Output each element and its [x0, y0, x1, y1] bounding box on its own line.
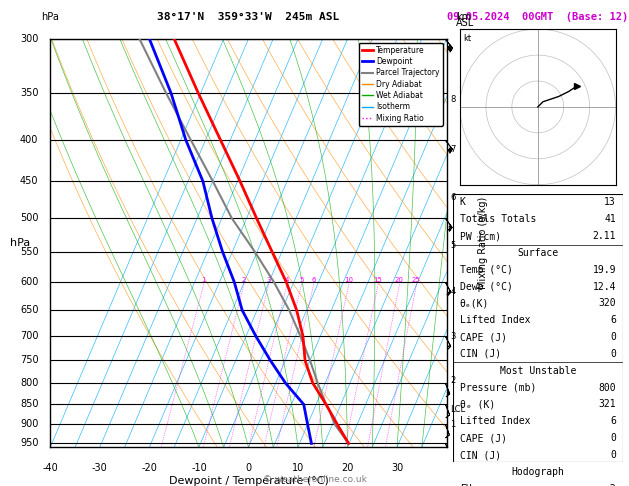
Text: Dewpoint / Temperature (°C): Dewpoint / Temperature (°C)	[169, 476, 328, 486]
Text: Most Unstable: Most Unstable	[499, 366, 576, 376]
Text: 5: 5	[450, 241, 456, 250]
Text: 700: 700	[20, 331, 38, 341]
Legend: Temperature, Dewpoint, Parcel Trajectory, Dry Adiabat, Wet Adiabat, Isotherm, Mi: Temperature, Dewpoint, Parcel Trajectory…	[359, 43, 443, 125]
Text: 1: 1	[450, 419, 456, 429]
Text: 6: 6	[450, 193, 456, 203]
Text: 800: 800	[20, 378, 38, 388]
Text: 0: 0	[610, 349, 616, 359]
Text: -2: -2	[604, 484, 616, 486]
Text: 38°17'N  359°33'W  245m ASL: 38°17'N 359°33'W 245m ASL	[157, 12, 340, 22]
Text: 3: 3	[450, 332, 456, 341]
Text: 20: 20	[342, 464, 353, 473]
Text: Pressure (mb): Pressure (mb)	[460, 382, 536, 393]
Text: 850: 850	[20, 399, 38, 409]
Text: 750: 750	[19, 355, 38, 365]
Text: CIN (J): CIN (J)	[460, 349, 501, 359]
Text: 5: 5	[299, 277, 304, 283]
Text: K: K	[460, 197, 465, 208]
Text: 25: 25	[412, 277, 421, 283]
Text: 12.4: 12.4	[593, 281, 616, 292]
Text: 0: 0	[610, 450, 616, 460]
Text: 300: 300	[20, 34, 38, 44]
Text: EH: EH	[460, 484, 471, 486]
Text: Hodograph: Hodograph	[511, 467, 564, 477]
Text: 400: 400	[20, 135, 38, 145]
Text: 20: 20	[395, 277, 404, 283]
Text: Dewp (°C): Dewp (°C)	[460, 281, 513, 292]
Text: -40: -40	[42, 464, 58, 473]
Text: 600: 600	[20, 277, 38, 287]
Text: 6: 6	[610, 315, 616, 325]
Text: 500: 500	[20, 213, 38, 223]
Text: 4: 4	[284, 277, 289, 283]
Text: -20: -20	[142, 464, 157, 473]
Text: Surface: Surface	[517, 248, 559, 258]
Text: 900: 900	[20, 419, 38, 430]
Text: 4: 4	[450, 287, 456, 296]
Text: 2: 2	[242, 277, 246, 283]
Text: Temp (°C): Temp (°C)	[460, 265, 513, 275]
Text: Mixing Ratio (g/kg): Mixing Ratio (g/kg)	[478, 197, 488, 289]
Text: PW (cm): PW (cm)	[460, 231, 501, 241]
Text: 0: 0	[610, 332, 616, 342]
Text: 0: 0	[610, 433, 616, 443]
Text: 2.11: 2.11	[593, 231, 616, 241]
Text: Totals Totals: Totals Totals	[460, 214, 536, 224]
Text: 10: 10	[292, 464, 304, 473]
Text: 13: 13	[604, 197, 616, 208]
Text: hPa: hPa	[41, 12, 58, 22]
Text: 2: 2	[450, 377, 456, 385]
Text: 450: 450	[20, 176, 38, 186]
Text: 7: 7	[450, 145, 456, 154]
Text: 550: 550	[19, 246, 38, 257]
Text: 321: 321	[598, 399, 616, 410]
Text: 41: 41	[604, 214, 616, 224]
Text: 8: 8	[450, 95, 456, 104]
Text: 6: 6	[610, 417, 616, 426]
Text: CAPE (J): CAPE (J)	[460, 332, 507, 342]
Text: 09.05.2024  00GMT  (Base: 12): 09.05.2024 00GMT (Base: 12)	[447, 12, 628, 22]
Text: 650: 650	[20, 305, 38, 315]
Text: 3: 3	[266, 277, 270, 283]
Text: 0: 0	[245, 464, 252, 473]
Text: Lifted Index: Lifted Index	[460, 417, 530, 426]
Text: θₑ (K): θₑ (K)	[460, 399, 495, 410]
Text: hPa: hPa	[10, 238, 30, 248]
Text: 350: 350	[20, 88, 38, 98]
Text: -10: -10	[191, 464, 207, 473]
Text: 15: 15	[374, 277, 382, 283]
Text: -30: -30	[92, 464, 108, 473]
Text: 320: 320	[598, 298, 616, 309]
Text: CIN (J): CIN (J)	[460, 450, 501, 460]
Text: LCL: LCL	[450, 405, 465, 414]
Text: © weatheronline.co.uk: © weatheronline.co.uk	[262, 474, 367, 484]
Text: 1: 1	[201, 277, 206, 283]
Text: CAPE (J): CAPE (J)	[460, 433, 507, 443]
Text: 10: 10	[344, 277, 353, 283]
Text: km: km	[456, 12, 471, 22]
Text: θₑ(K): θₑ(K)	[460, 298, 489, 309]
Text: 800: 800	[598, 382, 616, 393]
Text: ASL: ASL	[456, 18, 474, 29]
Text: 19.9: 19.9	[593, 265, 616, 275]
Text: kt: kt	[463, 34, 471, 43]
Text: Lifted Index: Lifted Index	[460, 315, 530, 325]
Text: 30: 30	[391, 464, 403, 473]
Text: 950: 950	[20, 438, 38, 449]
Text: 6: 6	[311, 277, 316, 283]
